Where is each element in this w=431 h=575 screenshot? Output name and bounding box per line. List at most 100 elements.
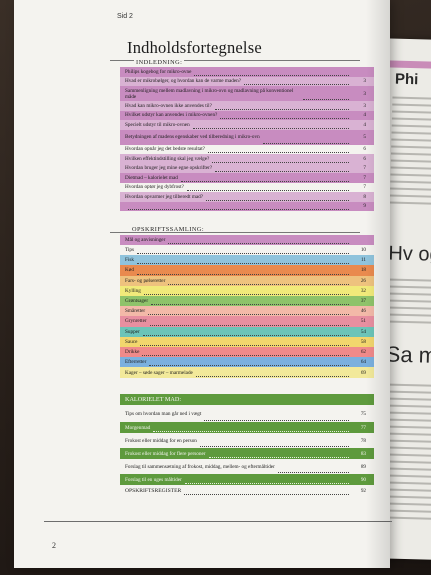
- toc-entry-leader: [212, 161, 349, 163]
- toc-entry: Forslag til sammensætning af frokost, mi…: [120, 459, 374, 474]
- toc-entry-color-bar: [120, 192, 374, 202]
- toc-entry-title: Grøntsager: [125, 298, 149, 305]
- toc-entry: Morgenmad 77: [120, 422, 374, 433]
- toc-entry-leader: [151, 304, 349, 306]
- toc-entry-page: 3: [363, 90, 366, 97]
- toc-entry-leader: [199, 446, 349, 447]
- toc-entry: Supper 54: [120, 326, 374, 337]
- toc-entry: Frokost eller middag for flere personer 8…: [120, 448, 374, 459]
- toc-register-leader: [184, 494, 349, 495]
- toc-entry-page: 26: [360, 277, 366, 284]
- toc-entry: Hvad er mikrobølger, og hvordan kan de v…: [120, 76, 374, 86]
- toc-entry-color-bar: [120, 163, 374, 173]
- toc-entry-leader: [208, 457, 349, 458]
- toc-entry: Småretter 46: [120, 306, 374, 317]
- toc-entry-color-bar: [120, 201, 374, 211]
- toc-entry: Sammenligning mellem madlavning i mikro-…: [120, 86, 374, 101]
- toc-entry-title: Mål og anvisninger: [125, 237, 166, 243]
- right-page-text-lines: [389, 96, 431, 210]
- toc-entry-color-bar: [120, 285, 374, 296]
- toc-entry-color-bar: [120, 336, 374, 347]
- toc-entry-color-bar: [120, 182, 374, 192]
- toc-recipes: Mål og anvisninger Tips 10 Fisk 11 Kød 18 Fars-…: [120, 235, 374, 378]
- toc-entry-title: Drikke: [125, 348, 140, 355]
- toc-entry-title: Frokost eller middag for flere personer: [125, 450, 206, 457]
- toc-entry-color-bar: [120, 316, 374, 327]
- toc-entry-leader: [207, 152, 349, 153]
- toc-entry-page: 54: [360, 328, 366, 335]
- toc-entry-color-bar: [120, 474, 374, 485]
- toc-entry-title: Kød: [125, 267, 134, 274]
- toc-entry-title: Tips om hvordan man går ned i vægt: [125, 410, 202, 417]
- toc-intro: Philips kogebog for mikro-ovne Hvad er mi…: [120, 67, 374, 211]
- toc-entry-leader: [303, 99, 349, 100]
- toc-entry-leader: [153, 431, 349, 432]
- toc-entry-page: 75: [360, 410, 366, 417]
- right-page-stripe: [387, 60, 431, 70]
- toc-entry-color-bar: [120, 459, 374, 474]
- toc-entry: Dietmad – kalorielet mad 7: [120, 173, 374, 183]
- toc-entry: Grynretter 51: [120, 316, 374, 327]
- toc-entry-page: 37: [360, 298, 366, 305]
- toc-entry-page: 83: [360, 450, 366, 457]
- toc-entry-title: Sammenligning mellem madlavning i mikro-…: [125, 87, 294, 100]
- toc-entry-color-bar: [120, 67, 374, 77]
- toc-entry: Philips kogebog for mikro-ovne: [120, 67, 374, 77]
- toc-entry-page: 62: [360, 348, 366, 355]
- toc-entry-leader: [195, 375, 349, 377]
- toc-entry-page: 69: [360, 369, 366, 376]
- toc-entry-title: Kager – søde sager – marmelade: [125, 369, 193, 376]
- toc-entry-title: Hvordan optør jeg dybfrost?: [125, 184, 184, 191]
- toc-entry-page: 6: [363, 146, 366, 153]
- toc-entry: Betydningen af madens egenskaber ved til…: [120, 129, 374, 145]
- toc-entry: Mål og anvisninger: [120, 235, 374, 245]
- toc-entry-leader: [128, 209, 349, 210]
- toc-entry: Kylling 32: [120, 285, 374, 296]
- toc-entry-color-bar: [120, 367, 374, 378]
- toc-entry-color-bar: [120, 357, 374, 368]
- toc-entry-title: Efterretter: [125, 359, 147, 366]
- calorie-header-bar: [120, 394, 374, 405]
- toc-entry-page: 78: [360, 437, 366, 444]
- right-page-text-lines-2: [386, 278, 431, 328]
- toc-entry-page: 90: [360, 476, 366, 483]
- footer-rule: [44, 521, 392, 522]
- toc-entry-page: 11: [361, 257, 366, 264]
- right-page-heading-b: Sa m: [385, 341, 431, 368]
- toc-entry-color-bar: [120, 129, 374, 145]
- toc-entry: Fars- og pølseretter 26: [120, 275, 374, 286]
- toc-entry-leader: [184, 483, 349, 484]
- toc-entry-page: 8: [363, 193, 366, 200]
- toc-entry-leader: [142, 334, 349, 336]
- toc-entry-leader: [277, 472, 349, 473]
- toc-entry-leader: [142, 355, 349, 357]
- toc-entry: Hvordan opvarmer jeg tilberedt mad? 8: [120, 192, 374, 202]
- toc-entry-color-bar: [120, 405, 374, 422]
- toc-entry-title: Hvilket udstyr kan anvendes i mikro-ovne…: [125, 112, 218, 119]
- toc-entry-title: Tips: [125, 247, 135, 254]
- toc-entry: Tips om hvordan man går ned i vægt 75: [120, 405, 374, 422]
- page-label: Sid 2: [117, 13, 133, 20]
- toc-entry-color-bar: [120, 245, 374, 256]
- toc-entry-color-bar: [120, 448, 374, 459]
- toc-entry: 9: [120, 201, 374, 211]
- toc-entry-page: 3: [363, 78, 366, 85]
- toc-entry-color-bar: [120, 295, 374, 307]
- title-rule: [110, 60, 360, 61]
- toc-entry-title: Hvordan opnår jeg det bedste resultat?: [125, 146, 205, 153]
- toc-entry-title: Frokost eller middag for en person: [125, 437, 197, 444]
- left-page: Sid 2 Indholdsfortegnelse INDLEDNING: Ph…: [14, 0, 392, 568]
- toc-entry-page: 6: [363, 155, 366, 162]
- toc-entry-color-bar: [120, 265, 374, 276]
- recipes-rule: [110, 232, 360, 233]
- toc-entry-page: 89: [360, 463, 366, 470]
- toc-entry-color-bar: [120, 154, 374, 164]
- toc-entry-page: 7: [363, 165, 366, 172]
- toc-entry-title: Kylling: [125, 287, 141, 294]
- toc-entry: Hvad kan mikro-ovnen ikke anvendes til? 3: [120, 101, 374, 111]
- toc-entry-title: Betydningen af madens egenskaber ved til…: [125, 134, 260, 140]
- toc-entry-title: Specielt udstyr til mikro-ovnen: [125, 121, 190, 128]
- toc-entry-color-bar: [120, 326, 374, 337]
- toc-entry-page: 64: [360, 359, 366, 366]
- toc-entry-color-bar: [120, 346, 374, 358]
